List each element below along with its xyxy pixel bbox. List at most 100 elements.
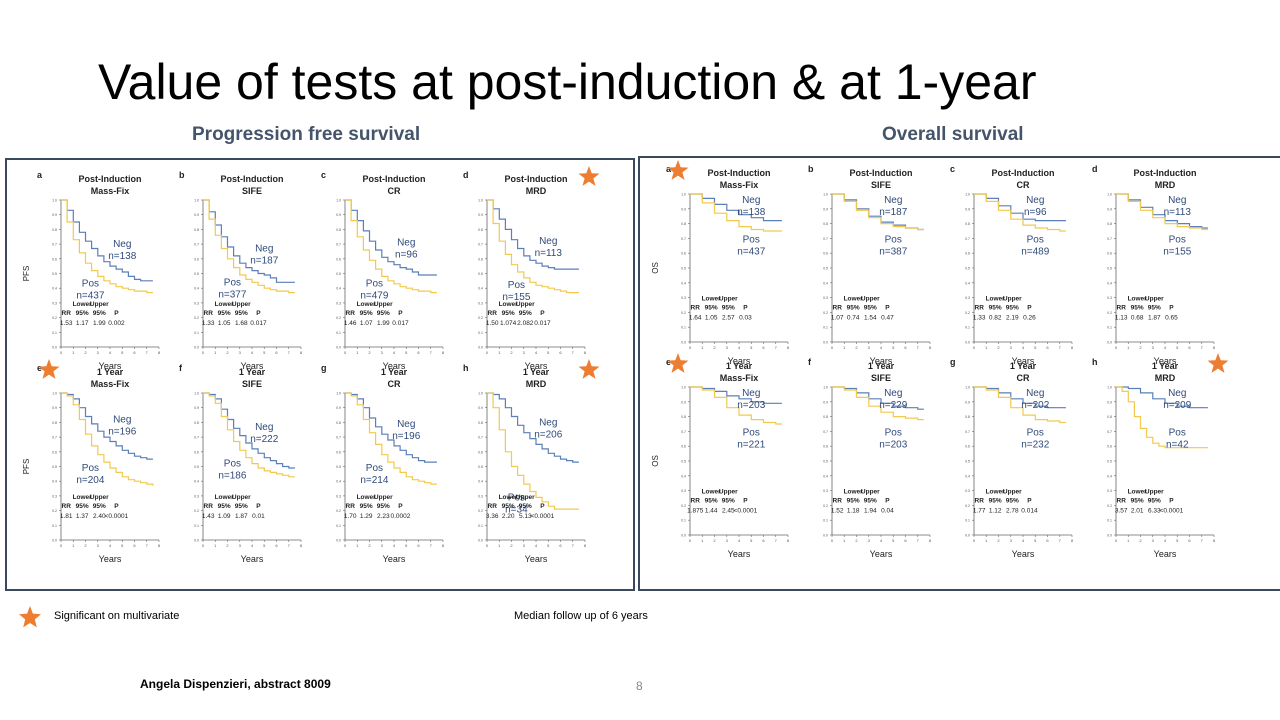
stats-header: RR bbox=[833, 498, 843, 505]
x-axis-label: Years bbox=[241, 554, 264, 564]
stats-header: RR bbox=[204, 503, 214, 510]
legend-text: Significant on multivariate bbox=[54, 610, 180, 622]
y-tick-label: 0.3 bbox=[336, 494, 341, 498]
x-tick-label: 5 bbox=[263, 350, 266, 355]
x-tick-label: 2 bbox=[368, 543, 371, 548]
x-axis-label: Years bbox=[728, 549, 751, 559]
stats-header: 95% bbox=[76, 310, 89, 317]
y-tick-label: 0.0 bbox=[823, 534, 828, 538]
y-tick-label: 0.4 bbox=[336, 287, 341, 291]
x-tick-label: 6 bbox=[559, 350, 562, 355]
stats-header: RR bbox=[62, 503, 72, 510]
stats-value: 1.07 bbox=[360, 320, 373, 327]
x-tick-label: 7 bbox=[775, 345, 778, 350]
panel-letter: f bbox=[179, 363, 183, 373]
x-tick-label: 6 bbox=[559, 543, 562, 548]
y-tick-label: 0.8 bbox=[336, 228, 341, 232]
x-tick-label: 3 bbox=[523, 543, 526, 548]
stats-header: 95% bbox=[377, 310, 390, 317]
stats-value: 1.09 bbox=[218, 513, 231, 520]
y-tick-label: 1.0 bbox=[681, 193, 686, 197]
stats-value: 0.014 bbox=[1021, 508, 1038, 515]
y-tick-label: 0.4 bbox=[478, 287, 483, 291]
y-tick-label: 0.3 bbox=[336, 301, 341, 305]
stats-value: 0.03 bbox=[739, 315, 752, 322]
pos-n: n=155 bbox=[1163, 246, 1192, 257]
x-tick-label: 1 bbox=[214, 350, 217, 355]
x-tick-label: 4 bbox=[1022, 345, 1025, 350]
pos-n: n=204 bbox=[76, 475, 105, 486]
stats-header-top: Upper bbox=[719, 296, 738, 303]
y-tick-label: 0.6 bbox=[1107, 445, 1112, 449]
neg-n: n=229 bbox=[879, 400, 908, 411]
stats-value: 0.01 bbox=[252, 513, 265, 520]
y-tick-label: 1.0 bbox=[1107, 193, 1112, 197]
x-tick-label: 3 bbox=[523, 350, 526, 355]
y-tick-label: 0.0 bbox=[965, 341, 970, 345]
legend-star-icon bbox=[18, 605, 42, 634]
x-axis-label: Years bbox=[728, 356, 751, 366]
pos-curve bbox=[203, 199, 295, 294]
stats-header: 95% bbox=[519, 310, 532, 317]
x-tick-label: 4 bbox=[738, 345, 741, 350]
stats-value: 2.45 bbox=[722, 508, 735, 515]
page-number: 8 bbox=[636, 679, 643, 693]
y-tick-label: 0.6 bbox=[52, 450, 57, 454]
stats-value: 1.07 bbox=[831, 315, 844, 322]
pos-label: Pos bbox=[224, 277, 241, 288]
panel-title: 1 Year bbox=[868, 361, 895, 371]
x-tick-label: 7 bbox=[146, 350, 149, 355]
pfs-section-title: Progression free survival bbox=[192, 124, 421, 145]
stats-header: 95% bbox=[705, 498, 718, 505]
y-tick-label: 0.1 bbox=[681, 519, 686, 523]
x-tick-label: 3 bbox=[239, 543, 242, 548]
stats-value: <0.0001 bbox=[1160, 508, 1184, 515]
stats-header: P bbox=[1027, 305, 1032, 312]
pfs-km-grid: a Post-Induction Mass-Fix 0.0 0.1 0.2 0.3 0.4 0.… bbox=[22, 166, 600, 564]
pos-curve bbox=[690, 386, 782, 425]
y-tick-label: 1.0 bbox=[336, 392, 341, 396]
stats-header: P bbox=[885, 305, 890, 312]
pos-label: Pos bbox=[366, 463, 383, 474]
y-tick-label: 0.7 bbox=[823, 237, 828, 241]
neg-n: n=138 bbox=[737, 207, 766, 218]
x-tick-label: 0 bbox=[689, 345, 692, 350]
x-tick-label: 3 bbox=[1152, 345, 1155, 350]
stats-header-top: Lower bbox=[215, 494, 235, 501]
pos-label: Pos bbox=[885, 427, 902, 438]
x-tick-label: 7 bbox=[430, 543, 433, 548]
y-tick-label: 0.8 bbox=[823, 415, 828, 419]
km-panel-pfs-c: c Post-Induction CR 0.0 0.1 0.2 0.3 0.4 0.5 0.6 0.… bbox=[321, 170, 445, 371]
x-tick-label: 3 bbox=[239, 350, 242, 355]
stats-header: RR bbox=[1117, 305, 1127, 312]
stats-header: P bbox=[1169, 498, 1174, 505]
x-tick-label: 4 bbox=[1022, 538, 1025, 543]
x-axis-label: Years bbox=[99, 361, 122, 371]
x-tick-label: 1 bbox=[498, 350, 501, 355]
stats-value: 1.05 bbox=[705, 315, 718, 322]
y-tick-label: 0.1 bbox=[52, 524, 57, 528]
x-tick-label: 3 bbox=[1010, 345, 1013, 350]
x-tick-label: 4 bbox=[393, 350, 396, 355]
y-tick-label: 0.9 bbox=[478, 213, 483, 217]
pos-n: n=34 bbox=[505, 504, 528, 515]
stats-header: 95% bbox=[502, 503, 515, 510]
panel-title: 1 Year bbox=[97, 367, 124, 377]
y-tick-label: 0.7 bbox=[336, 436, 341, 440]
y-tick-label: 0.4 bbox=[194, 287, 199, 291]
x-tick-label: 4 bbox=[251, 350, 254, 355]
y-tick-label: 0.3 bbox=[52, 494, 57, 498]
pos-label: Pos bbox=[743, 427, 760, 438]
x-tick-label: 6 bbox=[1188, 538, 1191, 543]
panel-subtitle: MRD bbox=[1155, 180, 1176, 190]
x-tick-label: 0 bbox=[1115, 345, 1118, 350]
x-tick-label: 1 bbox=[1127, 538, 1130, 543]
km-panel-pfs-a: a Post-Induction Mass-Fix 0.0 0.1 0.2 0.3 0.4 0.… bbox=[22, 170, 161, 371]
stats-header-top: Upper bbox=[516, 301, 535, 308]
y-tick-label: 0.6 bbox=[965, 252, 970, 256]
neg-label: Neg bbox=[255, 243, 273, 254]
neg-n: n=187 bbox=[879, 207, 908, 218]
pos-n: n=186 bbox=[218, 471, 247, 482]
x-tick-label: 0 bbox=[202, 543, 205, 548]
y-tick-label: 1.0 bbox=[965, 193, 970, 197]
